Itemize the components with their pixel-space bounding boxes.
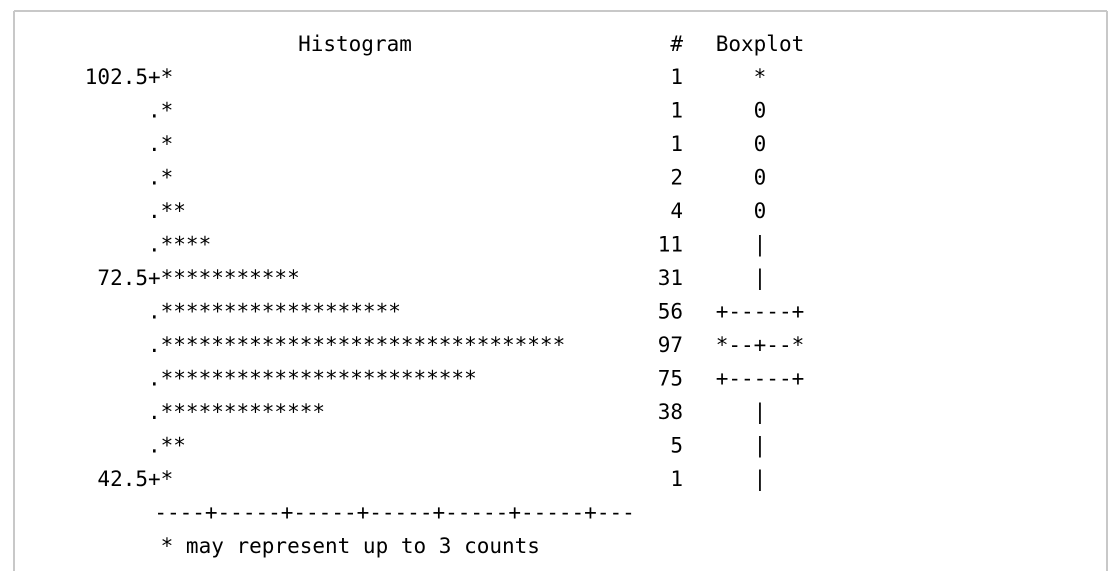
boxplot-glyph: +-----+ <box>716 367 805 391</box>
histogram-row: .** <box>148 434 186 458</box>
count: 31 <box>658 266 683 290</box>
histogram-row: .******************************** <box>148 333 565 357</box>
boxplot-heading: Boxplot <box>716 32 805 56</box>
boxplot-glyph: 0 <box>754 132 767 156</box>
boxplot-glyph: 0 <box>754 166 767 190</box>
count: 1 <box>670 467 683 491</box>
histogram-heading: Histogram <box>298 32 412 56</box>
histogram-row: .** <box>148 199 186 223</box>
histogram-row: .******************* <box>148 300 401 324</box>
boxplot-glyph: | <box>754 467 767 492</box>
histogram-row: .**** <box>148 233 211 257</box>
count: 4 <box>670 199 683 223</box>
count: 75 <box>658 367 683 391</box>
boxplot-glyph: | <box>754 233 767 258</box>
boxplot-glyph: 0 <box>754 99 767 123</box>
boxplot-glyph: 0 <box>754 199 767 223</box>
histogram-row: .************* <box>148 400 325 424</box>
histogram-row: .* <box>148 166 173 190</box>
count: 11 <box>658 233 683 257</box>
boxplot-glyph: | <box>754 434 767 459</box>
histogram-row: 42.5+* <box>97 467 173 491</box>
boxplot-glyph: +-----+ <box>716 300 805 324</box>
count: 1 <box>670 65 683 89</box>
histogram-row: .* <box>148 99 173 123</box>
histogram-row: 72.5+*********** <box>97 266 299 290</box>
histogram-row: .* <box>148 132 173 156</box>
count: 38 <box>658 400 683 424</box>
count: 5 <box>670 434 683 458</box>
boxplot-glyph: * <box>754 65 767 89</box>
histogram-axis: ----+-----+-----+-----+-----+-----+--- <box>154 501 634 525</box>
count: 1 <box>670 99 683 123</box>
histogram-row: 102.5+* <box>85 65 174 89</box>
count-heading: # <box>670 32 683 56</box>
boxplot-glyph: *--+--* <box>716 333 805 357</box>
count: 2 <box>670 166 683 190</box>
boxplot-glyph: | <box>754 400 767 425</box>
boxplot-glyph: | <box>754 266 767 291</box>
count: 97 <box>658 333 683 357</box>
histogram-note: * may represent up to 3 counts <box>161 534 540 558</box>
count: 1 <box>670 132 683 156</box>
count: 56 <box>658 300 683 324</box>
histogram-row: .************************* <box>148 367 477 391</box>
